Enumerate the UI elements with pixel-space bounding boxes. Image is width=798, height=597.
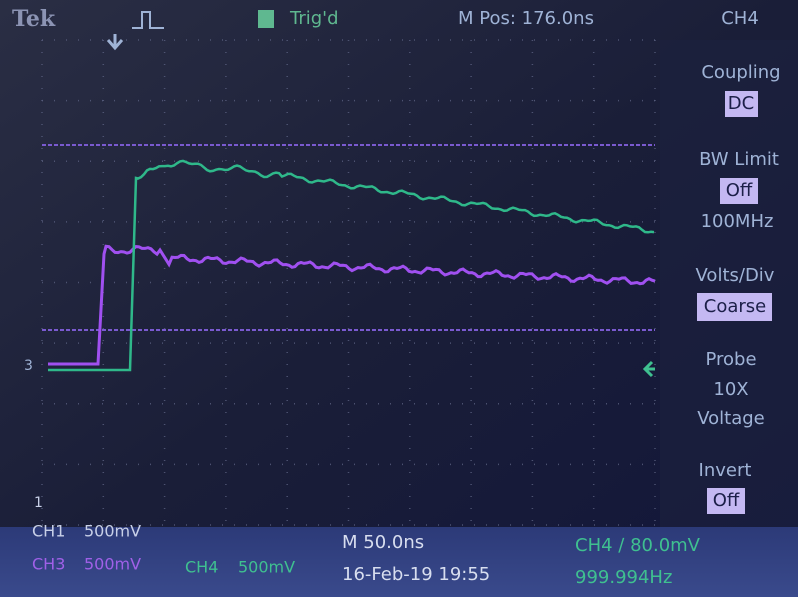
- menu-label: Coupling: [701, 62, 780, 83]
- menu-line: 10X: [713, 379, 748, 400]
- menu-channel: CH4: [721, 8, 759, 29]
- menu-value: Off: [726, 180, 753, 201]
- menu-detail: 100MHz: [701, 211, 774, 232]
- menu-label: BW Limit: [699, 149, 779, 170]
- menu-value-box: [707, 488, 745, 514]
- timebase: M 50.0ns: [342, 532, 424, 553]
- position: M Pos: 176.0ns: [458, 8, 594, 29]
- side-menu: [660, 40, 798, 527]
- menu-line: Voltage: [697, 408, 765, 429]
- ch3-scale: 500mV: [84, 555, 141, 574]
- ch1-label: CH1: [32, 522, 65, 541]
- menu-value: Off: [713, 490, 740, 511]
- acquire-icon: [132, 11, 164, 29]
- date: 16-Feb-19 19:55: [342, 564, 490, 585]
- trigger-level-arrow: [642, 360, 655, 378]
- ch1-scale: 500mV: [84, 522, 141, 541]
- menu-label: Invert: [699, 460, 752, 481]
- trigger-setting: CH4 ∕ 80.0mV: [575, 535, 701, 556]
- trigger-position-arrow: [106, 34, 124, 51]
- trigger-status: Trig'd: [289, 8, 339, 29]
- menu-value-box: [697, 293, 772, 321]
- ch3-trace: [48, 244, 656, 366]
- trig-icon: [258, 10, 274, 28]
- frequency: 999.994Hz: [575, 567, 672, 588]
- ch3-label: CH3: [32, 555, 65, 574]
- ch1-marker: 1: [34, 495, 43, 511]
- status-bar: [0, 527, 798, 597]
- menu-label: Volts/Div: [696, 265, 775, 286]
- menu-value: Coarse: [704, 296, 766, 317]
- menu-value-box: [725, 91, 758, 117]
- ch4-trace: [48, 159, 655, 372]
- menu-value-box: [720, 178, 758, 204]
- ch3-marker: 3: [24, 358, 33, 374]
- ch4-label: CH4: [185, 558, 218, 577]
- brand: Tek: [12, 6, 56, 32]
- menu-value: DC: [728, 93, 754, 114]
- ch4-scale: 500mV: [238, 558, 295, 577]
- menu-label: Probe: [705, 349, 756, 370]
